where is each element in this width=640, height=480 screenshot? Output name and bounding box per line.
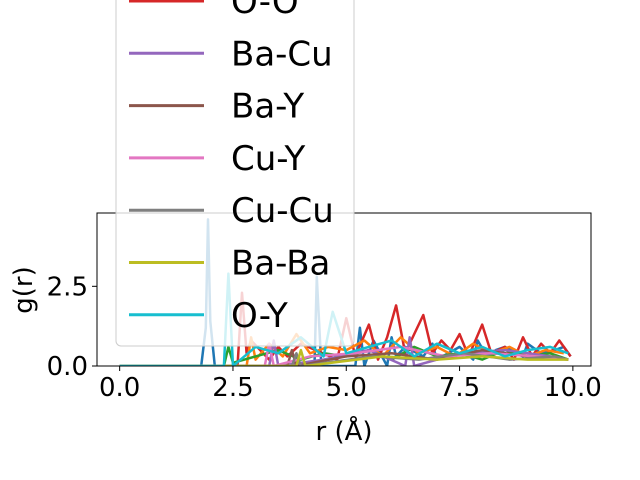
y-axis-label: g(r): [9, 266, 39, 313]
y-tick-label: 0.0: [47, 352, 88, 382]
series-line-o-y: [119, 272, 569, 366]
series-line-ba-ba: [119, 348, 569, 366]
legend-box: [115, 0, 355, 347]
legend-label: Ba-Cu: [231, 34, 333, 74]
legend-label: O-Y: [231, 296, 288, 336]
legend-label: Ba-Y: [231, 87, 304, 127]
x-tick-label: 2.5: [212, 373, 253, 403]
legend-label: O-O: [231, 0, 299, 22]
x-tick-label: 0.0: [99, 373, 140, 403]
x-axis-label: r (Å): [315, 415, 372, 447]
legend-label: Cu-Cu: [231, 191, 334, 231]
y-tick-label: 2.5: [47, 272, 88, 302]
x-tick-label: 5.0: [326, 373, 367, 403]
legend-label: Ba-Ba: [231, 244, 330, 284]
x-tick-label: 10.0: [544, 373, 602, 403]
x-tick-label: 7.5: [439, 373, 480, 403]
legend-label: Cu-Y: [231, 139, 306, 179]
legend: O-O Ba-Cu Ba-Y Cu-Y Cu-Cu Ba-Ba O-Y: [115, 0, 355, 347]
